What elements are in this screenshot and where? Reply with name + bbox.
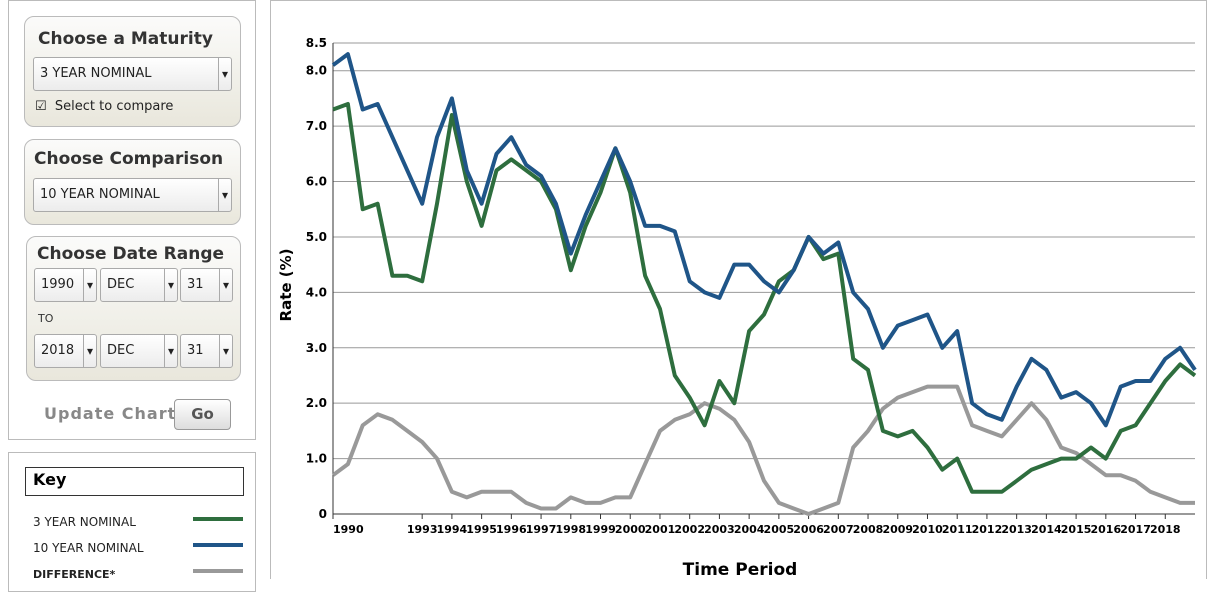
x-tick-label: 1998 <box>555 523 586 536</box>
x-tick-label: 1997 <box>526 523 557 536</box>
maturity-panel: Choose a Maturity 3 YEAR NOMINAL ☑ Selec… <box>24 16 241 127</box>
comparison-select[interactable]: 10 YEAR NOMINAL <box>33 178 232 212</box>
panel-title: Choose Comparison <box>34 149 224 169</box>
chart-frame <box>270 0 1207 579</box>
x-tick-label: 2004 <box>734 523 765 536</box>
panel-title: Choose a Maturity <box>38 29 213 49</box>
x-tick-label: 1990 <box>333 523 364 536</box>
update-label: Update Chart <box>44 404 177 423</box>
to-month[interactable]: DEC <box>100 334 178 368</box>
checkbox-label: Select to compare <box>54 99 174 114</box>
from-day[interactable]: 31 <box>180 268 233 302</box>
x-tick-label: 1999 <box>585 523 616 536</box>
legend-label: 10 YEAR NOMINAL <box>33 541 144 555</box>
x-axis-label: Time Period <box>683 560 798 579</box>
x-tick-label: 2009 <box>882 523 913 536</box>
x-tick-label: 2010 <box>912 523 943 536</box>
key-title: Key <box>25 467 244 496</box>
x-tick-label: 2001 <box>645 523 676 536</box>
x-tick-label: 2013 <box>1001 523 1032 536</box>
from-month[interactable]: DEC <box>100 268 178 302</box>
x-tick-label: 2011 <box>942 523 973 536</box>
legend-swatch <box>193 543 243 547</box>
y-tick-label: 4.0 <box>306 285 327 299</box>
comparison-panel: Choose Comparison 10 YEAR NOMINAL <box>24 139 241 225</box>
series-line <box>332 102 1197 494</box>
legend-entry: 3 YEAR NOMINAL <box>33 511 243 529</box>
date-panel: Choose Date Range 1990 DEC 31 TO 2018 DE… <box>26 236 241 381</box>
controls <box>8 0 256 440</box>
panel-title: Choose Date Range <box>37 244 225 264</box>
maturity-select[interactable]: 3 YEAR NOMINAL <box>33 57 232 91</box>
legend-label: DIFFERENCE* <box>33 568 116 581</box>
x-tick-label: 2016 <box>1091 523 1122 536</box>
y-tick-label: 2.0 <box>306 396 327 410</box>
x-tick-label: 1996 <box>496 523 527 536</box>
page: Choose a Maturity 3 YEAR NOMINAL ☑ Selec… <box>0 0 1207 579</box>
y-tick-label: 8.5 <box>306 36 327 50</box>
y-tick-label: 5.0 <box>306 230 327 244</box>
y-tick-label: 8.0 <box>306 64 327 78</box>
legend-swatch <box>193 517 243 521</box>
y-tick-label: 3.0 <box>306 341 327 355</box>
series-line <box>331 52 1197 428</box>
chart: Rate (%) Time Period 0 1.0 2.0 3.0 4.0 5.0 6.0… <box>270 0 1207 579</box>
x-tick-label: 2007 <box>823 523 854 536</box>
legend-entry: DIFFERENCE* <box>33 563 243 581</box>
x-tick-label: 2002 <box>674 523 705 536</box>
y-axis-label: Rate (%) <box>277 249 295 322</box>
key-panel: Key 3 YEAR NOMINAL 10 YEAR NOMINAL DIFFERE… <box>8 452 256 592</box>
y-tick-label: 6.0 <box>306 175 327 189</box>
x-tick-label: 1995 <box>466 523 497 536</box>
legend-label: 3 YEAR NOMINAL <box>33 515 136 529</box>
x-tick-label: 2003 <box>704 523 735 536</box>
series-line <box>331 384 1195 516</box>
x-tick-label: 2005 <box>764 523 795 536</box>
go-button[interactable]: Go <box>174 399 231 430</box>
to-year[interactable]: 2018 <box>34 334 97 368</box>
x-tick-label: 2000 <box>615 523 646 536</box>
compare-checkbox[interactable]: ☑ Select to compare <box>35 99 174 114</box>
x-tick-label: 1993 <box>407 523 438 536</box>
x-tick-label: 1994 <box>437 523 468 536</box>
x-tick-label: 2008 <box>853 523 884 536</box>
y-tick-label: 0 <box>319 507 327 521</box>
x-tick-label: 2018 <box>1150 523 1181 536</box>
x-tick-label: 2015 <box>1061 523 1092 536</box>
from-year[interactable]: 1990 <box>34 268 97 302</box>
x-tick-label: 2017 <box>1120 523 1151 536</box>
x-tick-label: 2014 <box>1031 523 1062 536</box>
to-day[interactable]: 31 <box>180 334 233 368</box>
y-tick-label: 7.0 <box>306 119 327 133</box>
legend-swatch <box>193 569 243 573</box>
to-label: TO <box>38 312 54 325</box>
legend-entry: 10 YEAR NOMINAL <box>33 537 243 555</box>
x-tick-label: 2012 <box>972 523 1003 536</box>
y-tick-label: 1.0 <box>306 452 327 466</box>
x-tick-label: 2006 <box>793 523 824 536</box>
